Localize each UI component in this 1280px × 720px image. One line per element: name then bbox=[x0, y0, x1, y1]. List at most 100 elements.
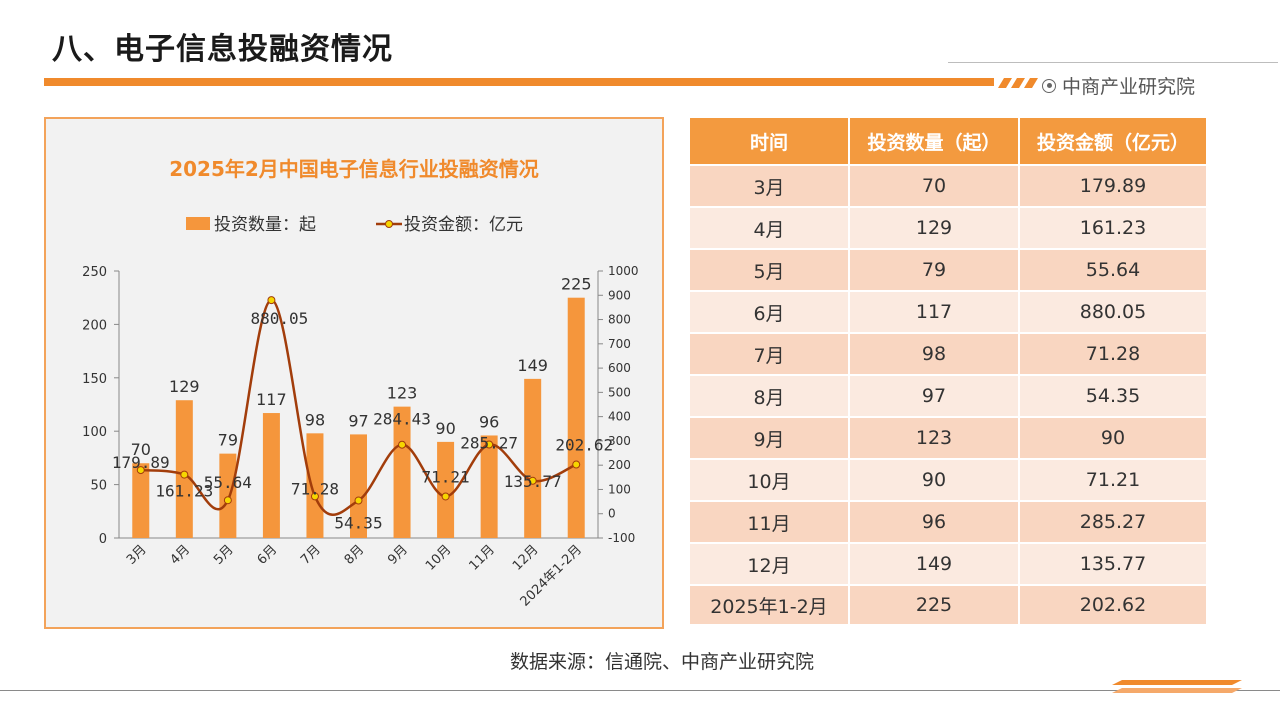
line-point bbox=[354, 496, 363, 505]
footer-divider bbox=[0, 690, 1280, 691]
cell-amount: 285.27 bbox=[1019, 500, 1206, 543]
cell-count: 117 bbox=[849, 290, 1020, 333]
legend-bar-label: 投资数量：起 bbox=[214, 215, 316, 235]
x-tick-label: 6月 bbox=[255, 542, 281, 568]
line-value-label: 179.89 bbox=[112, 453, 170, 472]
bar-value-label: 79 bbox=[218, 431, 238, 450]
bar-value-label: 123 bbox=[387, 384, 418, 403]
source-note: 数据来源：信通院、中商产业研究院 bbox=[510, 651, 815, 673]
line-value-label: 135.77 bbox=[504, 472, 562, 491]
line-value-label: 71.28 bbox=[291, 479, 339, 498]
y-right-tick-label: 300 bbox=[608, 434, 631, 448]
line-point bbox=[180, 470, 189, 479]
x-tick-label: 11月 bbox=[466, 542, 497, 573]
title-accent-bar bbox=[44, 78, 994, 86]
line-point bbox=[398, 440, 407, 449]
table-row: 5月 79 55.64 bbox=[690, 248, 1206, 291]
y-right-tick-label: 500 bbox=[608, 385, 631, 399]
line-point bbox=[485, 440, 494, 449]
bar-value-label: 117 bbox=[256, 390, 287, 409]
y-left-tick-label: 200 bbox=[82, 318, 107, 333]
cell-count: 97 bbox=[849, 374, 1020, 417]
table-row: 2025年1-2月 225 202.62 bbox=[690, 584, 1206, 624]
cell-amount: 880.05 bbox=[1019, 290, 1206, 333]
bar bbox=[306, 433, 324, 538]
cell-amount: 161.23 bbox=[1019, 206, 1206, 249]
cell-time: 10月 bbox=[690, 458, 850, 501]
cell-time: 7月 bbox=[690, 332, 850, 375]
line-point bbox=[136, 466, 145, 475]
bar-value-label: 97 bbox=[348, 411, 368, 430]
cell-count: 225 bbox=[849, 584, 1020, 624]
line-point bbox=[267, 296, 276, 305]
line-value-label: 55.64 bbox=[204, 473, 252, 492]
line-value-label: 202.62 bbox=[555, 436, 613, 455]
cell-time: 2025年1-2月 bbox=[690, 584, 850, 624]
bar bbox=[350, 434, 367, 538]
bar-value-label: 129 bbox=[169, 377, 200, 396]
table-row: 12月 149 135.77 bbox=[690, 542, 1206, 585]
bar-value-label: 90 bbox=[435, 419, 455, 438]
y-right-tick-label: 700 bbox=[608, 337, 631, 351]
chart-title: 2025年2月中国电子信息行业投融资情况 bbox=[169, 157, 539, 181]
header-time: 时间 bbox=[690, 118, 850, 165]
y-right-tick-label: -100 bbox=[608, 531, 635, 545]
line-point bbox=[310, 492, 319, 501]
cell-time: 11月 bbox=[690, 500, 850, 543]
table-row: 8月 97 54.35 bbox=[690, 374, 1206, 417]
x-tick-label: 4月 bbox=[167, 542, 193, 568]
table-row: 7月 98 71.28 bbox=[690, 332, 1206, 375]
x-tick-label: 7月 bbox=[298, 542, 324, 568]
line-value-label: 880.05 bbox=[251, 309, 309, 328]
page-title: 八、电子信息投融资情况 bbox=[52, 32, 393, 67]
bar bbox=[480, 435, 498, 538]
table-row: 10月 90 71.21 bbox=[690, 458, 1206, 501]
y-left-tick-label: 150 bbox=[82, 372, 107, 387]
cell-time: 4月 bbox=[690, 206, 850, 249]
table-row: 3月 70 179.89 bbox=[690, 164, 1206, 207]
bar bbox=[262, 413, 280, 538]
x-tick-label: 12月 bbox=[510, 542, 541, 573]
footer-stripes-decoration bbox=[1112, 680, 1242, 693]
y-right-tick-label: 100 bbox=[608, 482, 631, 496]
x-tick-label: 9月 bbox=[385, 542, 411, 568]
cell-amount: 90 bbox=[1019, 416, 1206, 459]
y-right-tick-label: 200 bbox=[608, 458, 631, 472]
line-point bbox=[528, 476, 537, 485]
bar bbox=[524, 378, 542, 538]
y-right-tick-label: 900 bbox=[608, 288, 631, 302]
y-right-tick-label: 1000 bbox=[608, 264, 639, 278]
bar bbox=[567, 297, 585, 538]
cell-count: 123 bbox=[849, 416, 1020, 459]
cell-time: 8月 bbox=[690, 374, 850, 417]
data-table: 时间 投资数量（起） 投资金额（亿元） 3月 70 179.89 4月 129 161.2… bbox=[690, 118, 1206, 624]
y-left-tick-label: 0 bbox=[99, 532, 107, 547]
bar-value-label: 225 bbox=[561, 275, 592, 294]
cell-count: 96 bbox=[849, 500, 1020, 543]
cell-count: 149 bbox=[849, 542, 1020, 585]
header-count: 投资数量（起） bbox=[849, 118, 1020, 165]
table-row: 6月 117 880.05 bbox=[690, 290, 1206, 333]
legend-line-label: 投资金额：亿元 bbox=[404, 215, 523, 235]
bar bbox=[132, 463, 150, 538]
chart-panel: 2025年2月中国电子信息行业投融资情况 投资数量：起 投资金额：亿元 0 50 100 1… bbox=[44, 117, 664, 629]
cell-amount: 71.28 bbox=[1019, 332, 1206, 375]
cell-amount: 71.21 bbox=[1019, 458, 1206, 501]
target-icon bbox=[1042, 78, 1056, 93]
table-row: 11月 96 285.27 bbox=[690, 500, 1206, 543]
header-divider bbox=[948, 62, 1278, 63]
y-right-tick-label: 600 bbox=[608, 361, 631, 375]
bar bbox=[219, 453, 237, 538]
cell-amount: 202.62 bbox=[1019, 584, 1206, 624]
x-tick-label: 10月 bbox=[423, 542, 454, 573]
cell-amount: 179.89 bbox=[1019, 164, 1206, 207]
x-tick-label: 3月 bbox=[124, 542, 150, 568]
bar bbox=[175, 400, 193, 538]
cell-count: 129 bbox=[849, 206, 1020, 249]
bar bbox=[437, 441, 455, 538]
cell-time: 5月 bbox=[690, 248, 850, 291]
y-right-tick-label: 0 bbox=[608, 507, 616, 521]
cell-time: 6月 bbox=[690, 290, 850, 333]
table-body: 3月 70 179.89 4月 129 161.23 5月 79 55.64 6月 117 880.0… bbox=[690, 164, 1206, 624]
